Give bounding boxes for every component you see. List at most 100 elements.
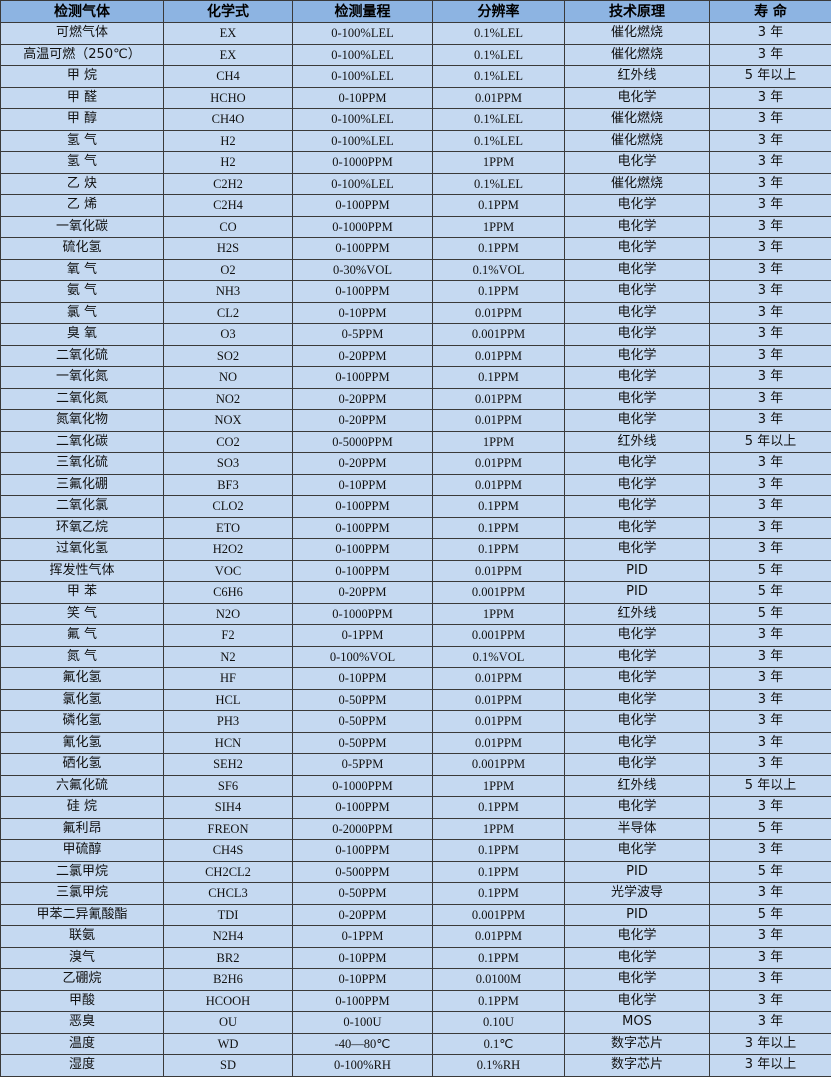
cell-range: 0-1000PPM [293, 216, 433, 238]
cell-gas-name: 甲苯二异氰酸酯 [1, 904, 164, 926]
cell-lifespan: 5 年以上 [710, 66, 831, 88]
cell-lifespan: 3 年以上 [710, 1055, 831, 1077]
cell-range: 0-100PPM [293, 840, 433, 862]
cell-range: 0-100PPM [293, 797, 433, 819]
cell-resolution: 0.1PPM [433, 238, 565, 260]
cell-range: 0-50PPM [293, 732, 433, 754]
cell-gas-name: 三氟化硼 [1, 474, 164, 496]
cell-lifespan: 3 年 [710, 388, 831, 410]
cell-formula: CH2CL2 [164, 861, 293, 883]
cell-formula: CH4O [164, 109, 293, 131]
cell-gas-name: 甲 醇 [1, 109, 164, 131]
cell-resolution: 0.01PPM [433, 732, 565, 754]
cell-formula: HCL [164, 689, 293, 711]
cell-range: 0-100PPM [293, 539, 433, 561]
cell-lifespan: 3 年 [710, 947, 831, 969]
cell-principle: 数字芯片 [565, 1055, 710, 1077]
cell-gas-name: 氯化氢 [1, 689, 164, 711]
cell-resolution: 0.001PPM [433, 754, 565, 776]
cell-formula: EX [164, 44, 293, 66]
cell-lifespan: 5 年 [710, 904, 831, 926]
cell-principle: 数字芯片 [565, 1033, 710, 1055]
cell-formula: CO [164, 216, 293, 238]
cell-gas-name: 氢 气 [1, 152, 164, 174]
cell-resolution: 0.1PPM [433, 496, 565, 518]
cell-resolution: 0.1PPM [433, 195, 565, 217]
cell-range: 0-100PPM [293, 367, 433, 389]
cell-gas-name: 过氧化氢 [1, 539, 164, 561]
cell-formula: F2 [164, 625, 293, 647]
cell-principle: PID [565, 861, 710, 883]
cell-range: 0-100U [293, 1012, 433, 1034]
cell-formula: NO2 [164, 388, 293, 410]
cell-range: 0-100%LEL [293, 130, 433, 152]
cell-lifespan: 3 年 [710, 517, 831, 539]
column-header-resolution: 分辨率 [433, 1, 565, 23]
cell-range: 0-1000PPM [293, 775, 433, 797]
cell-range: 0-500PPM [293, 861, 433, 883]
cell-range: 0-10PPM [293, 668, 433, 690]
cell-range: 0-30%VOL [293, 259, 433, 281]
cell-lifespan: 5 年以上 [710, 431, 831, 453]
cell-principle: PID [565, 904, 710, 926]
cell-principle: 电化学 [565, 152, 710, 174]
cell-range: 0-50PPM [293, 689, 433, 711]
cell-lifespan: 3 年 [710, 539, 831, 561]
cell-principle: 红外线 [565, 775, 710, 797]
cell-gas-name: 氢 气 [1, 130, 164, 152]
cell-lifespan: 3 年 [710, 152, 831, 174]
cell-gas-name: 硒化氢 [1, 754, 164, 776]
cell-principle: 光学波导 [565, 883, 710, 905]
cell-lifespan: 3 年 [710, 668, 831, 690]
cell-gas-name: 二氧化氯 [1, 496, 164, 518]
cell-gas-name: 恶臭 [1, 1012, 164, 1034]
cell-range: 0-100PPM [293, 238, 433, 260]
cell-resolution: 1PPM [433, 603, 565, 625]
cell-lifespan: 3 年 [710, 216, 831, 238]
cell-range: 0-50PPM [293, 711, 433, 733]
cell-lifespan: 3 年 [710, 883, 831, 905]
cell-resolution: 0.01PPM [433, 388, 565, 410]
cell-resolution: 0.1%LEL [433, 44, 565, 66]
cell-resolution: 0.1PPM [433, 990, 565, 1012]
cell-resolution: 1PPM [433, 152, 565, 174]
cell-principle: 红外线 [565, 431, 710, 453]
cell-principle: 电化学 [565, 840, 710, 862]
cell-resolution: 0.001PPM [433, 625, 565, 647]
cell-gas-name: 氮 气 [1, 646, 164, 668]
cell-formula: C2H2 [164, 173, 293, 195]
cell-range: 0-1PPM [293, 926, 433, 948]
cell-resolution: 0.1PPM [433, 281, 565, 303]
cell-resolution: 0.1PPM [433, 861, 565, 883]
cell-gas-name: 湿度 [1, 1055, 164, 1077]
cell-gas-name: 氧 气 [1, 259, 164, 281]
cell-formula: B2H6 [164, 969, 293, 991]
cell-principle: 电化学 [565, 216, 710, 238]
cell-range: 0-20PPM [293, 904, 433, 926]
cell-formula: SO3 [164, 453, 293, 475]
cell-resolution: 0.1%LEL [433, 109, 565, 131]
cell-range: 0-10PPM [293, 302, 433, 324]
cell-gas-name: 甲 醛 [1, 87, 164, 109]
cell-gas-name: 三氯甲烷 [1, 883, 164, 905]
cell-formula: O2 [164, 259, 293, 281]
cell-resolution: 0.1%LEL [433, 23, 565, 45]
cell-range: 0-100PPM [293, 990, 433, 1012]
